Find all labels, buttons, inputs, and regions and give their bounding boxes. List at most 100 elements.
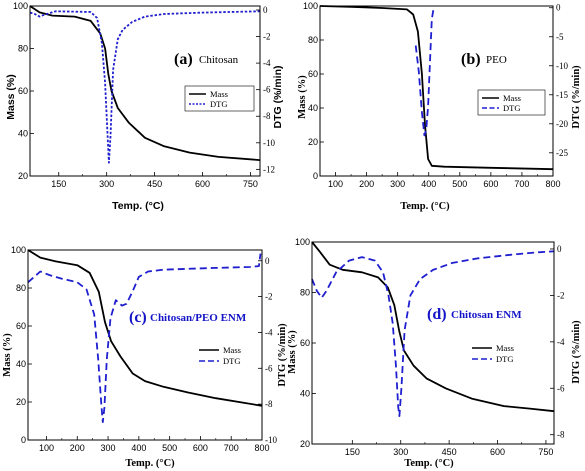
panel-d-ytick-label: 40 bbox=[300, 389, 310, 399]
panel-b-frame bbox=[319, 5, 554, 177]
panel-d-xtick-label: 300 bbox=[393, 447, 408, 457]
panel-d-y2tick-label: -6 bbox=[557, 383, 565, 393]
panel-c-ytick-label: 60 bbox=[16, 321, 26, 331]
panel-a-letter: (a) bbox=[174, 51, 193, 68]
panel-d-legend: Mass DTG bbox=[472, 343, 514, 364]
panel-a: 150 300 450 600 750 20 40 60 80 100 0 -2 -4 -6 -8 -10 -1… bbox=[5, 1, 284, 212]
panel-b-ytick-label: 100 bbox=[303, 1, 318, 11]
panel-c-y2label: DTG (%/min) bbox=[277, 323, 288, 387]
panel-b-xtick-label: 800 bbox=[545, 179, 560, 189]
panel-d-ytick-label: 20 bbox=[300, 439, 310, 449]
panel-a-legend-dtg: DTG bbox=[210, 99, 227, 109]
panel-c-y2tick-label: -4 bbox=[265, 327, 273, 337]
panel-b-ytick-label: 60 bbox=[308, 69, 318, 79]
panel-b-y2tick-label: -5 bbox=[556, 32, 564, 42]
panel-c-legend-dtg: DTG bbox=[223, 356, 240, 366]
panel-a-y2tick-label: 0 bbox=[263, 5, 268, 15]
panel-c-y2tick-label: -10 bbox=[265, 435, 277, 445]
panel-c-legend: Mass DTG bbox=[199, 345, 241, 366]
panel-a-xtick-label: 300 bbox=[99, 179, 114, 189]
panel-b-plot-area: 100 200 300 400 500 600 700 800 0 20 40 60 80 100 0 -5 -… bbox=[303, 1, 569, 189]
panel-b-y2tick-label: -25 bbox=[556, 148, 568, 158]
panel-a-xtick-label: 750 bbox=[243, 179, 258, 189]
panel-b-y2label: DTG (%/min) bbox=[571, 65, 582, 129]
panel-b-xtick-label: 400 bbox=[421, 179, 436, 189]
panel-a-series-mass bbox=[29, 5, 261, 161]
panel-c-xtick-label: 600 bbox=[193, 443, 208, 453]
panel-b-letter: (b) bbox=[461, 51, 481, 68]
panel-b-legend-mass: Mass bbox=[503, 93, 521, 103]
panel-b: 100 200 300 400 500 600 700 800 0 20 40 60 80 100 0 -5 -… bbox=[297, 1, 582, 212]
panel-b-y2tick-label: -15 bbox=[556, 90, 568, 100]
panel-a-y2tick-label: -4 bbox=[263, 58, 271, 68]
panel-a-xlabel: Temp. (°C) bbox=[112, 200, 164, 212]
panel-b-ytick-label: 20 bbox=[308, 137, 318, 147]
panel-b-legend-dtg: DTG bbox=[503, 103, 520, 113]
panel-a-y2tick-label: -10 bbox=[263, 138, 275, 148]
panel-c-ytick-label: 40 bbox=[16, 359, 26, 369]
panel-c-legend-mass: Mass bbox=[223, 345, 241, 355]
panel-a-legend: Mass DTG bbox=[184, 85, 255, 112]
panel-a-xtick-label: 150 bbox=[51, 179, 66, 189]
panel-a-y2tick-label: -12 bbox=[263, 164, 275, 174]
panel-b-ytick-label: 80 bbox=[308, 35, 318, 45]
panel-d-y2tick-label: -4 bbox=[557, 337, 565, 347]
panel-c-xtick-label: 100 bbox=[39, 443, 54, 453]
panel-c-xtick-label: 300 bbox=[101, 443, 116, 453]
panel-d-ytick-label: 80 bbox=[300, 288, 310, 298]
panel-a-series-dtg bbox=[29, 10, 261, 164]
panel-b-y2tick-label: 0 bbox=[556, 3, 561, 13]
panel-d-ytick-label: 100 bbox=[295, 237, 310, 247]
panel-c-y2tick-label: -6 bbox=[265, 363, 273, 373]
panel-d-series-mass bbox=[311, 241, 555, 413]
panel-c-ytick-label: 0 bbox=[21, 435, 26, 445]
panel-b-xlabel: Temp. (°C) bbox=[400, 201, 450, 212]
panel-a-plot-area: 150 300 450 600 750 20 40 60 80 100 0 -2 -4 -6 -8 -10 -1… bbox=[13, 1, 276, 189]
panel-c-xtick-label: 200 bbox=[70, 443, 85, 453]
panel-a-legend-mass: Mass bbox=[210, 89, 228, 99]
panel-a-xtick-label: 600 bbox=[195, 179, 210, 189]
panel-b-ytick-label: 40 bbox=[308, 103, 318, 113]
panel-d-series-dtg bbox=[311, 250, 555, 417]
panel-c: 100 200 300 400 500 600 700 800 0 20 40 60 80 100 0 -2 -… bbox=[2, 245, 288, 469]
panel-d-y2tick-label: -8 bbox=[557, 430, 565, 440]
panel-a-ylabel: Mass (%) bbox=[5, 74, 17, 120]
panel-b-y2tick-label: -20 bbox=[556, 119, 568, 129]
panel-c-letter: (c) bbox=[129, 309, 147, 326]
panel-d-y2tick-label: 0 bbox=[557, 244, 562, 254]
panel-a-name: Chitosan bbox=[199, 54, 239, 66]
panel-d-ylabel: Mass (%) bbox=[287, 330, 298, 374]
panel-a-y2tick-label: -8 bbox=[263, 111, 271, 121]
panel-d-xtick-label: 600 bbox=[490, 447, 505, 457]
panel-a-ytick-label: 40 bbox=[18, 129, 28, 139]
panel-b-name: PEO bbox=[486, 54, 507, 66]
panel-c-frame bbox=[27, 249, 263, 441]
panel-a-ytick-label: 20 bbox=[18, 171, 28, 181]
panel-c-ytick-label: 100 bbox=[11, 245, 26, 255]
panel-b-y2tick-label: -10 bbox=[556, 61, 568, 71]
panel-c-y2tick-label: -8 bbox=[265, 399, 273, 409]
panel-c-xtick-label: 800 bbox=[254, 443, 269, 453]
panel-b-series-mass bbox=[319, 5, 554, 171]
panel-c-ytick-label: 80 bbox=[16, 283, 26, 293]
panel-b-ylabel: Mass (%) bbox=[297, 75, 308, 119]
panel-c-y2tick-label: -2 bbox=[265, 292, 273, 302]
panel-d-name: Chitosan ENM bbox=[451, 309, 522, 321]
panel-a-ytick-label: 100 bbox=[13, 1, 28, 11]
panel-a-y2tick-label: -6 bbox=[263, 85, 271, 95]
panel-b-xtick-label: 300 bbox=[390, 179, 405, 189]
panel-b-ytick-label: 0 bbox=[313, 171, 318, 181]
panel-d-y2tick-label: -2 bbox=[557, 290, 565, 300]
panel-b-xtick-label: 700 bbox=[514, 179, 529, 189]
panel-d-legend-dtg: DTG bbox=[496, 354, 513, 364]
panel-d-y2label: DTG (%/min) bbox=[571, 320, 582, 384]
panel-d-frame bbox=[311, 241, 555, 445]
panel-c-xtick-label: 500 bbox=[162, 443, 177, 453]
panel-c-series-dtg bbox=[27, 253, 262, 423]
panel-d-xlabel: Temp. (°C) bbox=[404, 458, 454, 469]
panel-d-legend-mass: Mass bbox=[496, 343, 514, 353]
panel-a-ytick-label: 60 bbox=[18, 86, 28, 96]
panel-d-xtick-label: 750 bbox=[538, 447, 553, 457]
panel-c-plot-area: 100 200 300 400 500 600 700 800 0 20 40 60 80 100 0 -2 -… bbox=[11, 245, 278, 453]
panel-c-xlabel: Temp. (°C) bbox=[125, 458, 175, 469]
